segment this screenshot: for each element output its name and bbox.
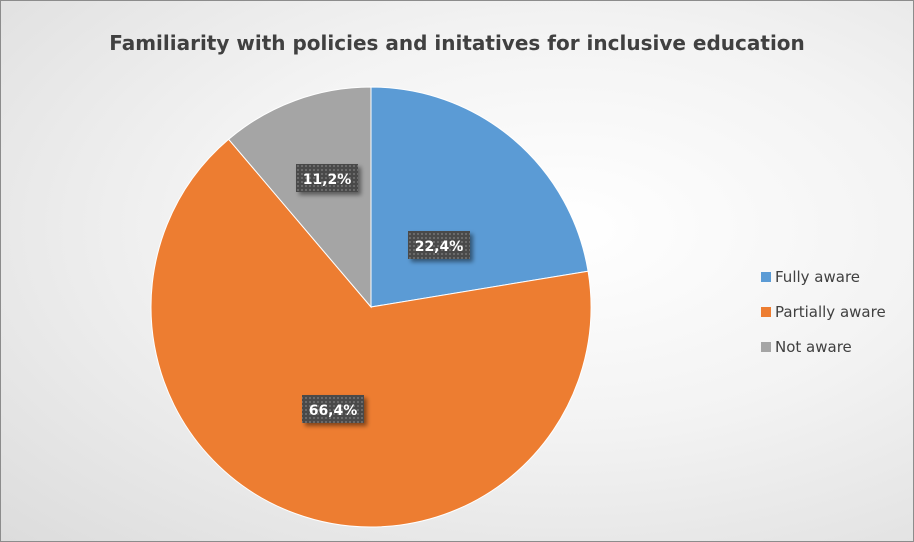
legend-swatch: [761, 341, 771, 352]
legend-item-fully-aware: Fully aware: [761, 259, 886, 294]
data-label-text: 11,2%: [303, 172, 352, 188]
legend-swatch: [761, 306, 771, 317]
pie-slice-partially-aware: [150, 138, 592, 528]
legend-label: Partially aware: [775, 302, 886, 321]
data-label-text: 22,4%: [415, 239, 464, 255]
legend-item-partially-aware: Partially aware: [761, 294, 886, 329]
data-label: 11,2%: [296, 164, 358, 192]
pie-slice-fully-aware: [370, 86, 589, 308]
data-label-text: 66,4%: [309, 403, 358, 419]
legend-label: Fully aware: [775, 267, 861, 286]
legend-swatch: [761, 271, 771, 282]
legend: Fully aware Partially aware Not aware: [761, 259, 886, 364]
legend-label: Not aware: [775, 337, 852, 356]
data-label: 22,4%: [408, 231, 470, 259]
data-label: 66,4%: [302, 395, 364, 423]
chart-title: Familiarity with policies and initatives…: [109, 31, 805, 55]
legend-item-not-aware: Not aware: [761, 329, 886, 364]
pie-slice-not-aware: [227, 86, 372, 309]
